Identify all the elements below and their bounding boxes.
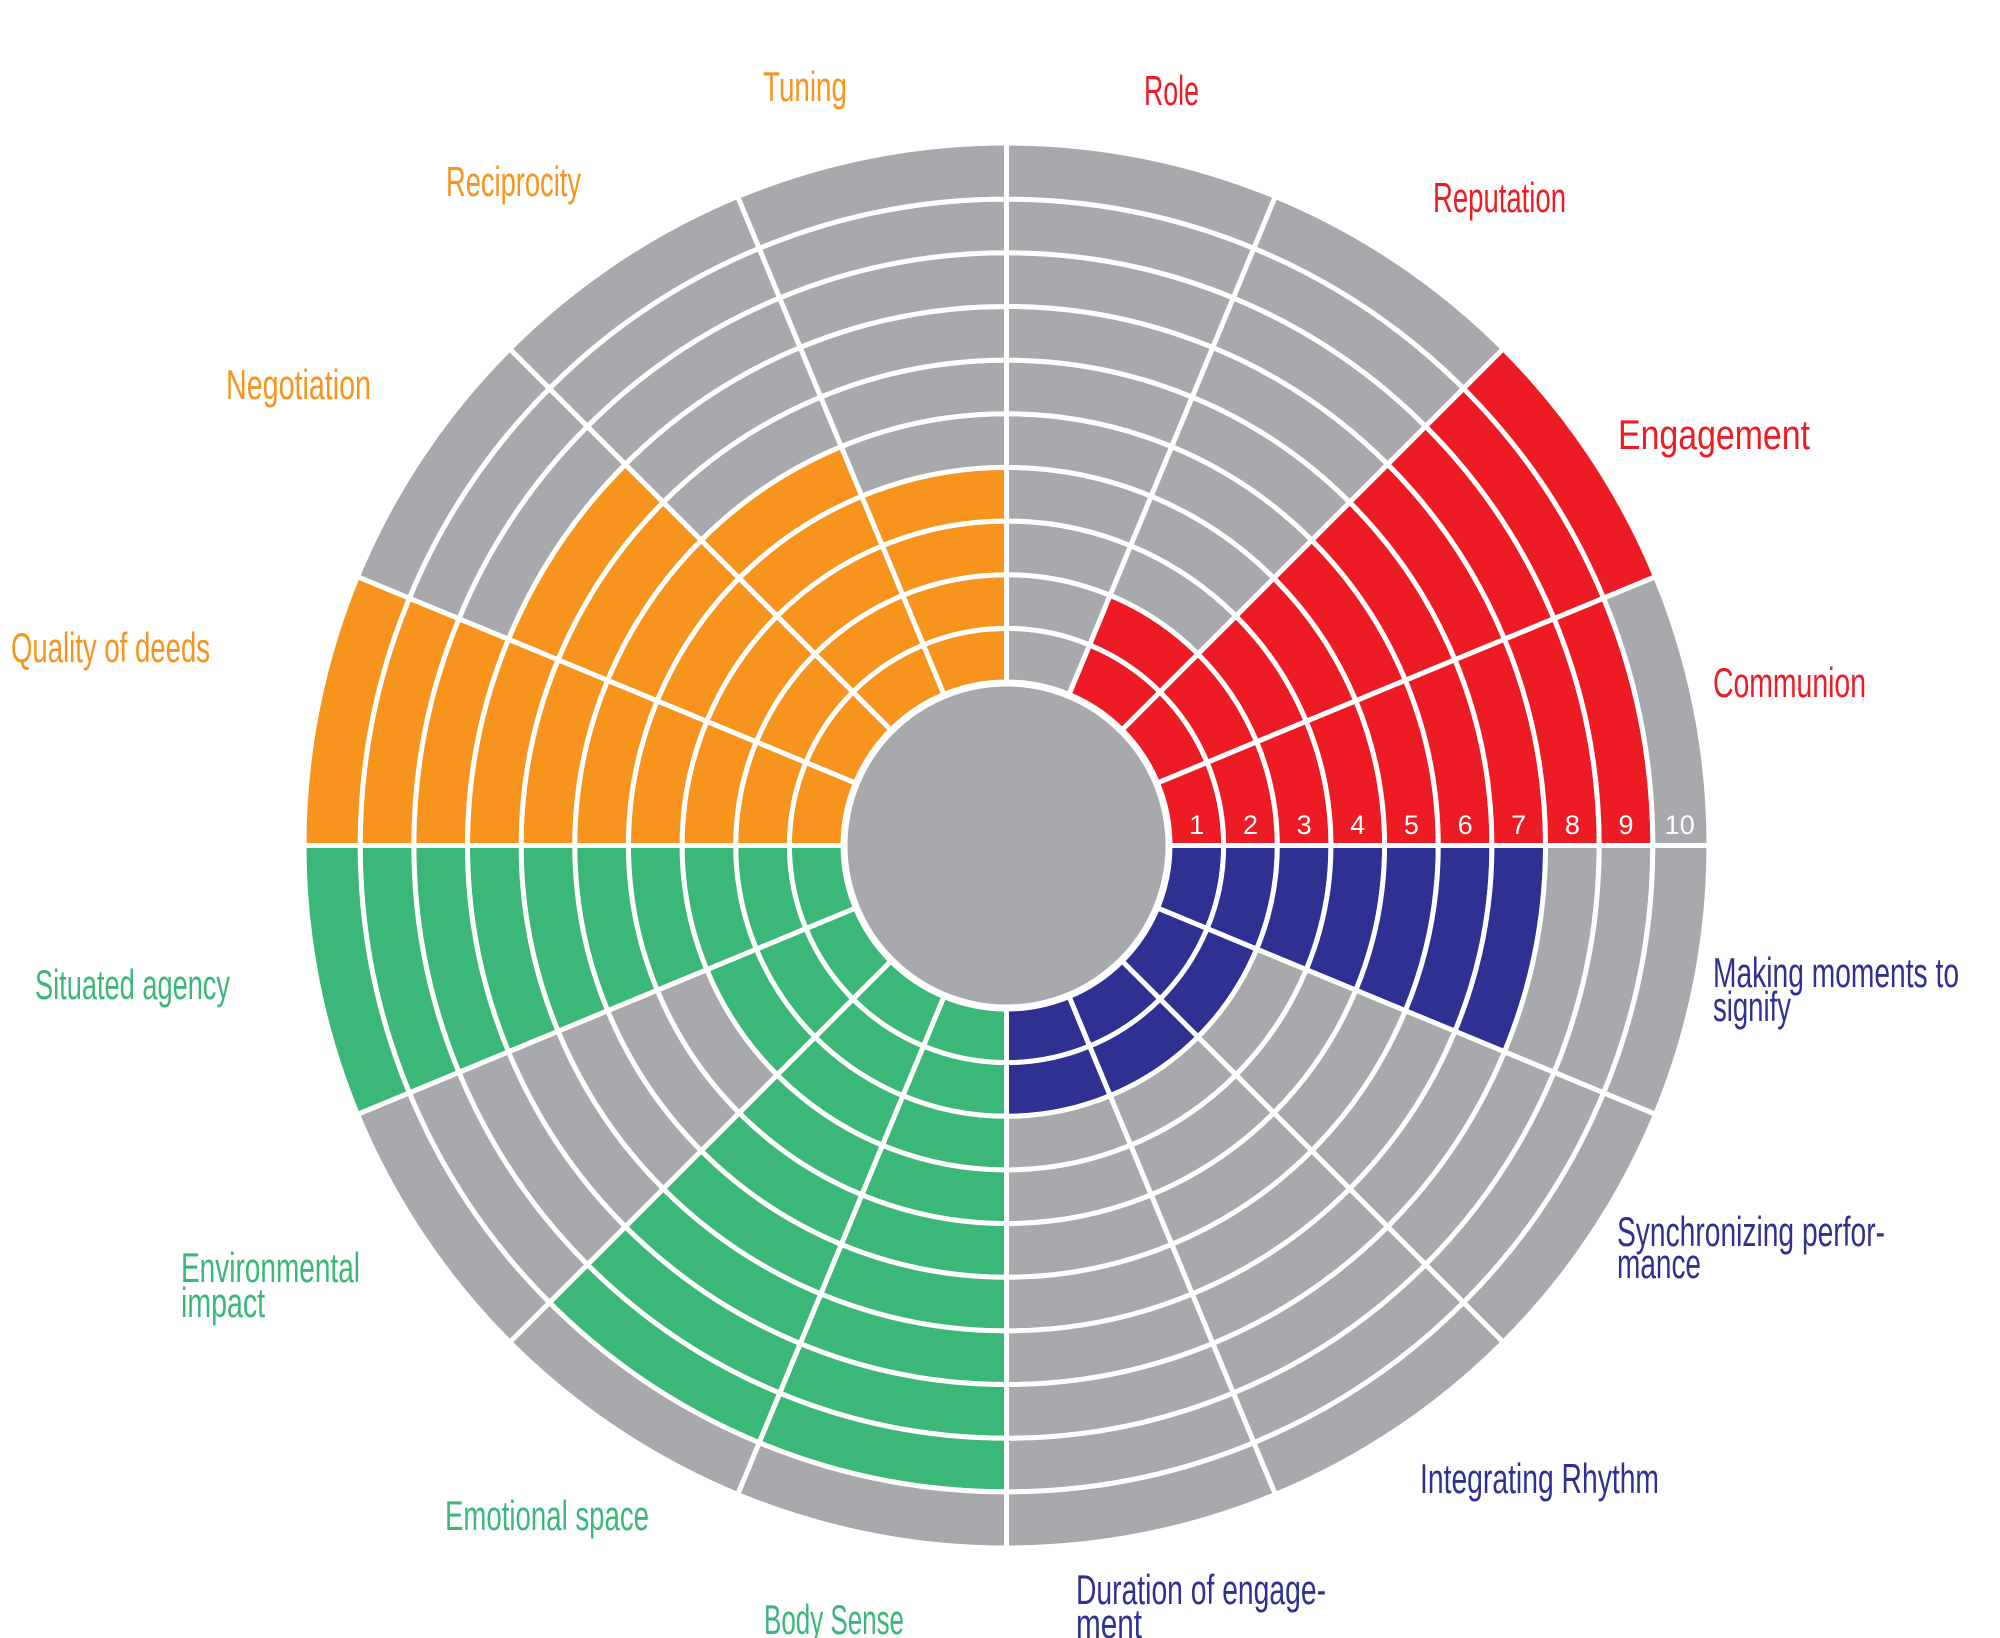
svg-text:signify: signify <box>1713 983 1791 1030</box>
svg-text:Negotiation: Negotiation <box>226 361 371 408</box>
svg-text:Making moments to: Making moments to <box>1713 949 1959 996</box>
svg-text:Role: Role <box>1144 67 1199 114</box>
svg-text:Engagement: Engagement <box>1618 411 1810 458</box>
svg-text:9: 9 <box>1618 810 1633 840</box>
svg-text:mance: mance <box>1617 1240 1701 1287</box>
svg-text:Synchronizing perfor-: Synchronizing perfor- <box>1617 1208 1885 1255</box>
svg-text:10: 10 <box>1665 810 1695 840</box>
svg-text:5: 5 <box>1404 810 1419 840</box>
svg-text:Tuning: Tuning <box>763 63 847 110</box>
svg-text:1: 1 <box>1189 810 1204 840</box>
svg-text:4: 4 <box>1350 810 1365 840</box>
svg-text:Reputation: Reputation <box>1433 174 1566 221</box>
svg-text:3: 3 <box>1297 810 1312 840</box>
svg-text:Reciprocity: Reciprocity <box>446 158 581 205</box>
svg-text:Duration of engage-: Duration of engage- <box>1076 1566 1326 1613</box>
svg-text:7: 7 <box>1511 810 1526 840</box>
svg-text:impact: impact <box>181 1279 265 1326</box>
svg-text:Situated agency: Situated agency <box>35 961 230 1008</box>
svg-text:Integrating Rhythm: Integrating Rhythm <box>1420 1455 1659 1502</box>
svg-text:ment: ment <box>1076 1600 1142 1638</box>
svg-text:Body Sense: Body Sense <box>764 1596 904 1638</box>
svg-text:Emotional space: Emotional space <box>445 1492 649 1539</box>
svg-text:Environmental: Environmental <box>181 1244 360 1291</box>
svg-text:6: 6 <box>1458 810 1473 840</box>
svg-text:Quality of deeds: Quality of deeds <box>11 624 210 671</box>
svg-text:2: 2 <box>1243 810 1258 840</box>
svg-text:Communion: Communion <box>1713 659 1866 706</box>
svg-text:8: 8 <box>1565 810 1580 840</box>
